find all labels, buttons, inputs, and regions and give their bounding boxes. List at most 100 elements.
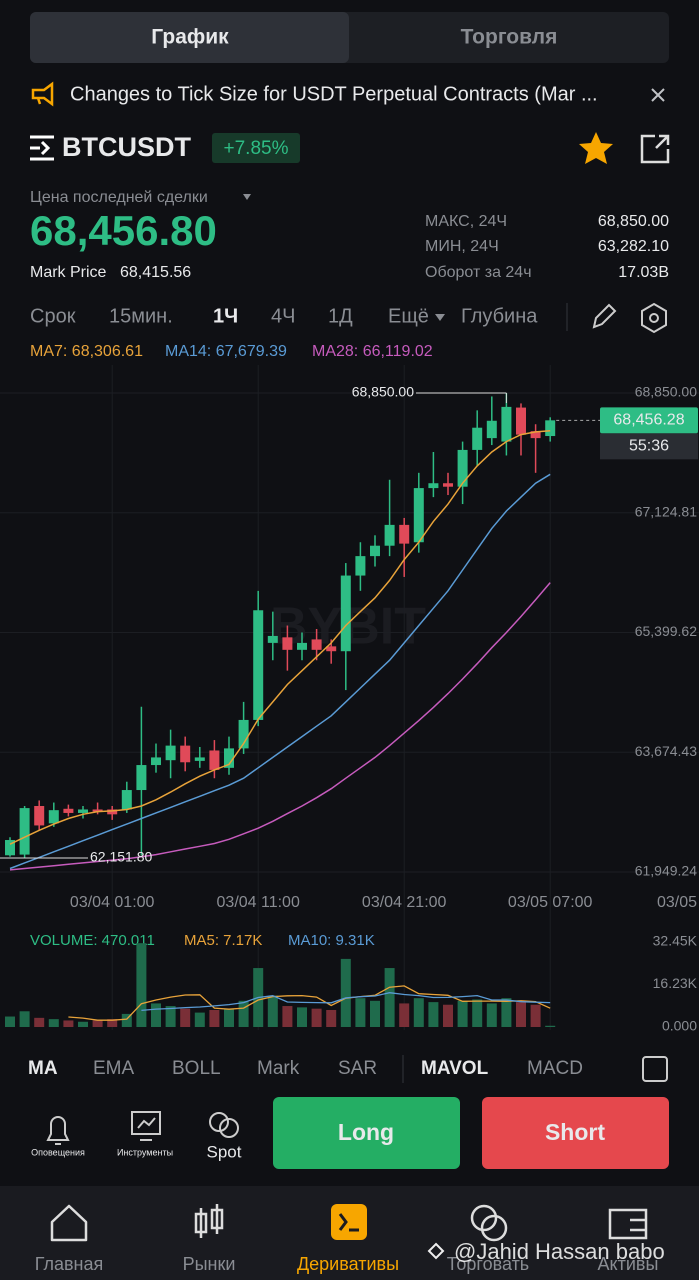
y-tick-label: 16.23K — [653, 975, 698, 991]
tab-chart[interactable]: График — [151, 26, 229, 49]
stat-value: 63,282.10 — [598, 238, 669, 255]
volume-bar — [443, 1004, 453, 1027]
draw-icon[interactable] — [592, 303, 617, 329]
volume-bar — [428, 1002, 439, 1027]
high-marker-label: 68,850.00 — [352, 384, 414, 400]
indicator[interactable]: MACD — [527, 1058, 583, 1079]
candle-body — [282, 637, 293, 650]
timeframe[interactable]: 4Ч — [271, 305, 295, 327]
low-marker-label: 62,151.80 — [90, 849, 152, 865]
nav-label[interactable]: Рынки — [183, 1254, 236, 1274]
indicator-active[interactable]: MA — [28, 1058, 58, 1079]
nav-label[interactable]: Главная — [35, 1254, 104, 1274]
short-button[interactable] — [482, 1097, 669, 1169]
volume-bar — [355, 998, 366, 1027]
tools-label[interactable]: Инструменты — [117, 1147, 173, 1157]
volume-bar — [151, 1003, 161, 1027]
stat-label: Оборот за 24ч — [425, 264, 532, 281]
volume-bar — [413, 998, 424, 1027]
last-price-label: 68,456.28 — [613, 412, 684, 429]
y-tick-label: 65,399.62 — [635, 623, 697, 639]
timeframe-active[interactable]: 1Ч — [213, 305, 238, 327]
symbol[interactable]: BTCUSDT — [62, 132, 191, 162]
share-icon[interactable] — [640, 134, 670, 164]
indicator-active[interactable]: MAVOL — [421, 1058, 489, 1079]
spot-label[interactable]: Spot — [207, 1142, 242, 1161]
alerts-icon[interactable] — [46, 1116, 70, 1145]
candle-body — [486, 420, 497, 439]
volume-bar — [19, 1011, 30, 1027]
mark-price: 68,415.56 — [120, 264, 191, 281]
settings-icon[interactable] — [641, 302, 667, 334]
indicator[interactable]: SAR — [338, 1058, 377, 1079]
candle-body — [545, 420, 556, 437]
x-edge-label: 03/05 — [657, 894, 697, 911]
tab-trade[interactable]: Торговля — [461, 26, 558, 49]
countdown: 55:36 — [629, 438, 669, 455]
price-label[interactable]: Цена последней сделки — [30, 189, 208, 206]
fullscreen-icon[interactable] — [642, 1056, 668, 1082]
candle-body — [428, 483, 439, 489]
timeframe[interactable]: 15мин. — [109, 305, 173, 327]
depth-tab[interactable]: Глубина — [461, 305, 538, 327]
candle-body — [297, 642, 307, 650]
nav-label[interactable]: Активы — [598, 1254, 659, 1274]
volume-bar — [399, 1003, 410, 1027]
x-tick-label: 03/04 21:00 — [362, 894, 447, 911]
candle-body — [267, 635, 278, 643]
y-tick-label: 63,674.43 — [635, 743, 697, 759]
trade-icon[interactable] — [470, 1204, 498, 1232]
derivatives-icon-glyph — [338, 1213, 359, 1232]
last-price: 68,456.80 — [30, 207, 217, 254]
volume-bar — [486, 1003, 497, 1027]
countdown-tag — [600, 433, 698, 460]
long-button[interactable] — [273, 1097, 460, 1169]
notice-text[interactable]: Changes to Tick Size for USDT Perpetual … — [70, 83, 598, 105]
candle-body — [326, 646, 337, 652]
long-label[interactable]: Long — [338, 1119, 394, 1145]
credit-icon — [427, 1242, 445, 1260]
y-tick-label: 61,949.24 — [635, 863, 697, 879]
timeframe-more[interactable]: Ещё — [388, 305, 429, 327]
volume-ma-line — [68, 985, 551, 1021]
candle-body — [224, 748, 234, 768]
menu-icon[interactable] — [30, 135, 54, 161]
y-tick-label: 0.000 — [662, 1018, 697, 1034]
tools-icon[interactable] — [131, 1111, 161, 1141]
alerts-label[interactable]: Оповещения — [31, 1147, 85, 1157]
volume-bar — [238, 1000, 249, 1027]
candle-body — [136, 765, 147, 791]
indicator[interactable]: BOLL — [172, 1058, 221, 1079]
y-tick-label: 68,850.00 — [635, 384, 697, 400]
spot-icon[interactable] — [209, 1112, 229, 1132]
stat-value: 17.03B — [618, 264, 669, 281]
chart-layer: 68,850.00 67,124.81 65,399.62 63,674.43 61,9… — [0, 343, 699, 1034]
tab-active[interactable] — [30, 12, 349, 63]
favorite-icon[interactable] — [579, 132, 613, 164]
indicator[interactable]: EMA — [93, 1058, 135, 1079]
candle-body — [370, 545, 380, 557]
home-icon[interactable] — [50, 1204, 88, 1242]
assets-icon[interactable] — [608, 1208, 648, 1240]
candle-body — [457, 449, 468, 487]
volume-bar — [311, 1008, 322, 1027]
short-label[interactable]: Short — [545, 1119, 605, 1145]
candle-body — [151, 757, 161, 766]
volume-ma-line — [141, 992, 551, 1012]
markets-icon[interactable] — [194, 1204, 224, 1238]
derivatives-icon[interactable] — [331, 1204, 367, 1240]
volume-bar — [63, 1020, 74, 1027]
candle-body — [48, 810, 59, 824]
close-icon[interactable] — [651, 88, 665, 102]
candle-body — [384, 524, 395, 546]
candle-body — [107, 809, 118, 815]
candle-body — [180, 745, 191, 763]
volume-ma-legend: MA10: 9.31K — [288, 932, 375, 949]
nav-label[interactable]: Торговать — [447, 1254, 529, 1274]
change: +7.85% — [224, 138, 289, 159]
nav-label-active[interactable]: Деривативы — [297, 1254, 399, 1274]
indicator[interactable]: Mark — [257, 1058, 300, 1079]
candle-body — [253, 610, 264, 720]
timeframe[interactable]: 1Д — [328, 305, 353, 327]
